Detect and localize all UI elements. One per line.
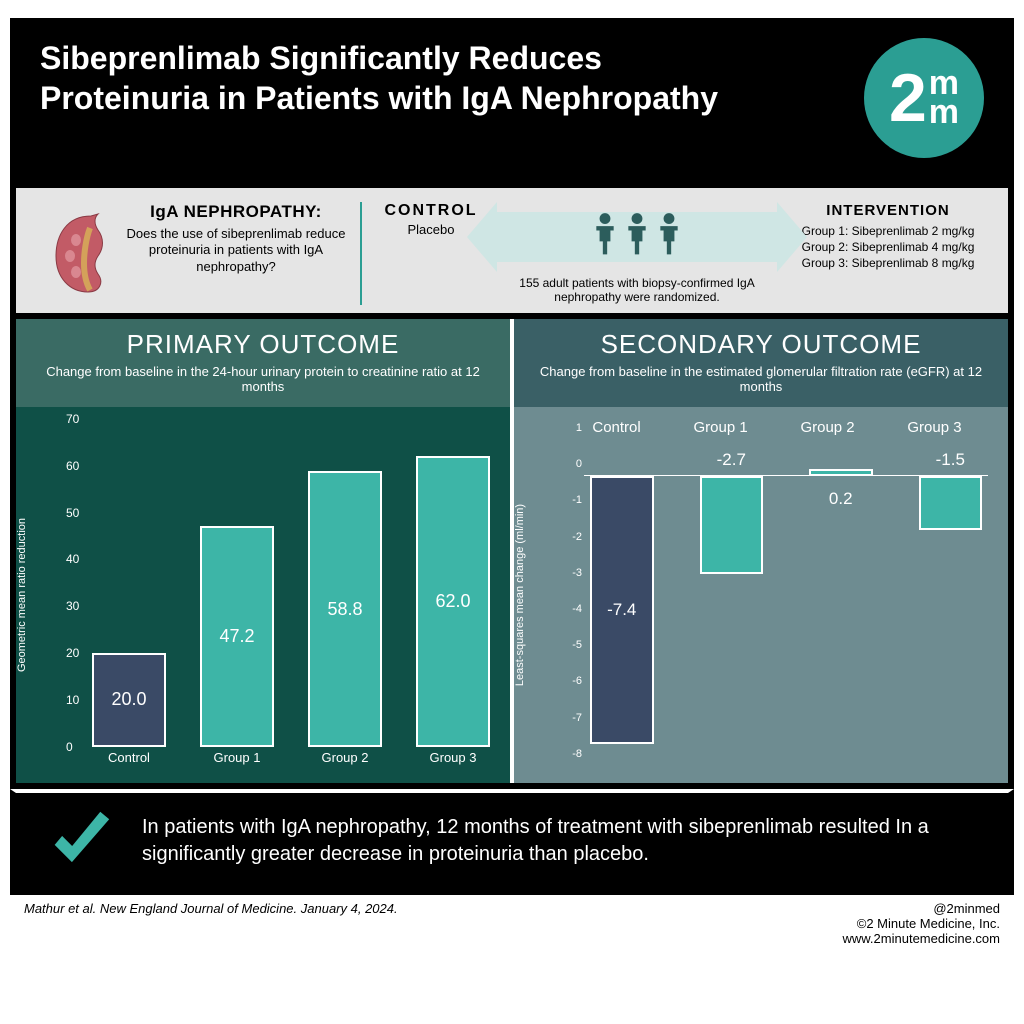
checkmark-icon — [46, 805, 118, 877]
bar-group-1: 47.2Group 1 — [200, 526, 274, 747]
logo-digit: 2 — [889, 59, 927, 137]
secondary-bar-chart: Least-squares mean change (ml/min) Contr… — [514, 407, 1008, 783]
primary-outcome-subtitle: Change from baseline in the 24-hour urin… — [36, 364, 490, 395]
cohort-text: 155 adult patients with biopsy-confirmed… — [486, 276, 788, 305]
bar-group-2 — [809, 469, 873, 476]
brand-logo: 2 mm — [864, 38, 984, 158]
person-icon — [656, 211, 682, 263]
y-axis-label: Least-squares mean change (ml/min) — [514, 465, 526, 725]
y-axis-label: Geometric mean ratio reduction — [16, 465, 28, 725]
secondary-outcome-title: SECONDARY OUTCOME — [534, 329, 988, 360]
footer-credits: @2minmed ©2 Minute Medicine, Inc. www.2m… — [842, 901, 1000, 946]
intervention-groups: Group 1: Sibeprenlimab 2 mg/kg Group 2: … — [788, 223, 988, 272]
secondary-outcome-subtitle: Change from baseline in the estimated gl… — [534, 364, 988, 395]
footer: Mathur et al. New England Journal of Med… — [10, 895, 1014, 946]
bar-control: -7.4 — [590, 476, 654, 744]
conclusion-text: In patients with IgA nephropathy, 12 mon… — [142, 814, 978, 868]
bar-group-2: 58.8Group 2 — [308, 471, 382, 746]
bar-group-3: 62.0Group 3 — [416, 456, 490, 746]
secondary-outcome-panel: SECONDARY OUTCOME Change from baseline i… — [514, 319, 1008, 783]
primary-outcome-panel: PRIMARY OUTCOME Change from baseline in … — [16, 319, 514, 783]
header: Sibeprenlimab Significantly Reduces Prot… — [10, 10, 1014, 188]
cohort-panel: 155 adult patients with biopsy-confirmed… — [486, 202, 788, 305]
divider — [360, 202, 362, 305]
bar-group-1 — [700, 476, 764, 574]
intervention-arm: INTERVENTION Group 1: Sibeprenlimab 2 mg… — [788, 202, 988, 305]
primary-bar-chart: Geometric mean ratio reduction 010203040… — [16, 407, 510, 783]
bar-control: 20.0Control — [92, 653, 166, 747]
kidney-icon — [36, 202, 126, 305]
citation-text: Mathur et al. New England Journal of Med… — [24, 901, 398, 946]
research-question: IgA NEPHROPATHY: Does the use of sibepre… — [126, 202, 346, 305]
outcomes-row: PRIMARY OUTCOME Change from baseline in … — [10, 319, 1014, 789]
person-icon — [592, 211, 618, 263]
study-info-band: IgA NEPHROPATHY: Does the use of sibepre… — [10, 188, 1014, 319]
bar-group-3 — [919, 476, 983, 530]
primary-outcome-title: PRIMARY OUTCOME — [36, 329, 490, 360]
conclusion-bar: In patients with IgA nephropathy, 12 mon… — [10, 789, 1014, 895]
person-icon — [624, 211, 650, 263]
page-title: Sibeprenlimab Significantly Reduces Prot… — [40, 38, 740, 118]
